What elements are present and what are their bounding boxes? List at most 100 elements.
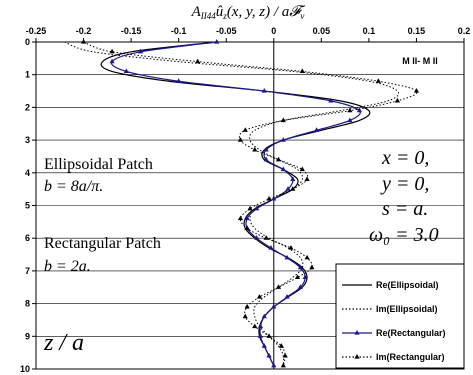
data-point	[261, 313, 267, 319]
data-point	[242, 313, 248, 319]
series-line-re-ellipsoidal	[100, 41, 371, 366]
legend-label: Im(Ellipsoidal)	[376, 304, 438, 314]
data-point	[413, 88, 420, 93]
data-point	[278, 343, 284, 348]
data-point	[257, 333, 264, 338]
data-point	[280, 117, 286, 123]
data-point	[347, 117, 353, 123]
y-tick-label: 2	[25, 102, 30, 112]
y-tick-label: 1	[25, 70, 30, 80]
data-point	[266, 333, 272, 338]
data-point	[271, 195, 277, 201]
data-point	[297, 264, 304, 270]
param-omega: ω₀ = 3.0	[369, 224, 439, 246]
data-point	[257, 323, 264, 329]
data-point	[288, 245, 294, 250]
param-s: s = a.	[382, 198, 428, 220]
series-line-re-rectangular	[110, 41, 361, 366]
annotation-ellipsoidal-formula: b = 8a/π.	[44, 178, 103, 195]
data-point	[80, 39, 87, 44]
data-point	[299, 68, 305, 74]
series-re-ellipsoidal	[100, 41, 371, 366]
data-point	[280, 137, 286, 142]
data-point	[313, 127, 320, 132]
param-x: x = 0,	[381, 147, 429, 169]
legend-item-im-ellipsoidal: Im(Ellipsoidal)	[342, 304, 438, 314]
data-point	[284, 294, 290, 299]
data-point	[271, 362, 277, 368]
data-point	[275, 284, 282, 289]
data-point	[285, 186, 291, 191]
legend-item-re-rectangular: Re(Rectangular)	[342, 328, 446, 338]
y-tick-label: 10	[20, 364, 30, 374]
data-point	[237, 215, 244, 221]
data-point	[252, 323, 258, 329]
series-im-rectangular	[80, 39, 420, 368]
data-point	[290, 176, 296, 181]
data-point	[237, 137, 244, 142]
data-point	[271, 303, 277, 309]
data-point	[282, 352, 288, 358]
data-point	[275, 156, 282, 162]
data-point	[109, 58, 115, 64]
data-point	[266, 195, 272, 201]
data-point	[247, 205, 253, 211]
legend-label: Im(Rectangular)	[376, 352, 445, 362]
x-tick-label: 0.1	[363, 26, 376, 36]
data-point	[280, 362, 286, 368]
y-tick-label: 3	[25, 135, 30, 145]
data-point	[261, 343, 267, 348]
data-point	[261, 88, 267, 93]
x-tick-label: -0.15	[121, 26, 142, 36]
data-point	[302, 274, 308, 280]
x-tick-label: -0.1	[171, 26, 187, 36]
data-point	[195, 58, 201, 64]
chart-title: AII44ûz(x, y, z) / a𝓕v	[191, 4, 307, 21]
data-point	[263, 146, 269, 152]
data-point	[263, 235, 269, 240]
data-point	[290, 186, 296, 191]
series-layer	[64, 39, 420, 368]
legend-label: Re(Rectangular)	[376, 328, 446, 338]
y-tick-label: 5	[25, 201, 30, 211]
data-point	[304, 254, 310, 260]
data-point	[328, 97, 334, 103]
annotation-rectangular-formula: b = 2a.	[44, 258, 91, 275]
annotation-rectangular: Rectangular Patch b = 2a.	[44, 235, 161, 275]
data-point	[263, 156, 269, 162]
data-point	[299, 166, 305, 172]
data-point	[242, 127, 248, 132]
legend-item-im-rectangular: Im(Rectangular)	[342, 352, 445, 362]
data-point	[109, 48, 115, 54]
data-point	[297, 284, 304, 289]
data-point	[244, 303, 250, 309]
y-tick-label: 8	[25, 299, 30, 309]
y-tick-label: 9	[25, 331, 30, 341]
legend-label: Re(Ellipsoidal)	[376, 280, 439, 290]
y-tick-label: 0	[25, 37, 30, 47]
data-point	[244, 215, 250, 221]
data-point	[244, 225, 250, 230]
legend-item-re-ellipsoidal: Re(Ellipsoidal)	[342, 280, 439, 290]
annotation-ellipsoidal-name: Ellipsoidal Patch	[44, 156, 153, 173]
data-point	[123, 68, 129, 74]
x-tick-label: 0.2	[458, 26, 471, 36]
x-tick-label: -0.05	[216, 26, 237, 36]
data-point	[304, 176, 310, 181]
series-re-rectangular	[109, 39, 362, 368]
mode-label: M II- M II	[402, 56, 438, 66]
data-point	[356, 107, 362, 113]
legend: Re(Ellipsoidal) Im(Ellipsoidal) Re(Rectang…	[335, 263, 465, 369]
x-tick-label: 0.05	[313, 26, 331, 36]
data-point	[375, 78, 381, 83]
y-tick-label: 4	[25, 168, 30, 178]
legend-marker	[354, 330, 360, 335]
annotation-rectangular-name: Rectangular Patch	[44, 235, 161, 252]
annotation-ellipsoidal: Ellipsoidal Patch b = 8a/π.	[44, 156, 153, 195]
data-point	[266, 352, 272, 358]
x-tick-label: -0.25	[26, 26, 47, 36]
y-axis-label: z / a	[43, 330, 84, 356]
data-point	[284, 254, 290, 260]
data-point	[254, 235, 260, 240]
data-point	[252, 146, 258, 152]
